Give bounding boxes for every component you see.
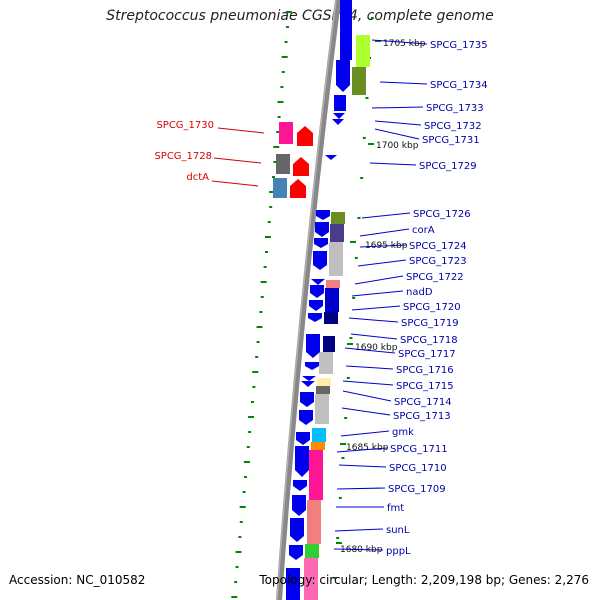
left-gene-labels: SPCG_1730 SPCG_1728 dctA: [154, 120, 265, 187]
leader-line: [371, 39, 428, 45]
scale-label-1685: 1685 kbp: [346, 443, 389, 453]
leader-line: [217, 127, 265, 134]
leader-line: [351, 290, 404, 297]
leader-line: [345, 365, 394, 370]
leader-line: [336, 447, 388, 453]
gene-label[interactable]: corA: [412, 225, 435, 236]
gene-label[interactable]: SPCG_1724: [409, 241, 467, 252]
reverse-genes: [273, 122, 313, 198]
gene-label[interactable]: SPCG_1728: [154, 151, 212, 162]
leader-line: [348, 317, 399, 323]
genome-summary: Topology: circular; Length: 2,209,198 bp…: [259, 573, 589, 587]
gene-label[interactable]: SPCG_1718: [400, 335, 458, 346]
gene-label[interactable]: SPCG_1734: [430, 80, 488, 91]
accession-label: Accession: NC_010582: [9, 573, 146, 587]
leader-line: [354, 275, 404, 285]
leader-line: [341, 407, 391, 416]
leader-line: [359, 228, 410, 237]
scale-label-1690: 1690 kbp: [355, 343, 398, 353]
genome-title: Streptococcus pneumoniae CGSP14, complet…: [106, 8, 494, 24]
gene-label[interactable]: SPCG_1711: [390, 444, 448, 455]
gene-label[interactable]: pppL: [386, 546, 411, 557]
feature-track: [304, 35, 370, 600]
gene-label[interactable]: SPCG_1735: [430, 40, 488, 51]
leader-line: [211, 180, 259, 187]
genome-backbone: [276, 0, 341, 600]
gene-label[interactable]: nadD: [406, 287, 433, 298]
gene-label[interactable]: SPCG_1710: [389, 463, 447, 474]
gene-label[interactable]: SPCG_1731: [422, 135, 480, 146]
gene-label[interactable]: gmk: [392, 427, 414, 438]
leader-line: [333, 548, 384, 551]
gene-label[interactable]: SPCG_1715: [396, 381, 454, 392]
gene-label[interactable]: SPCG_1709: [388, 484, 446, 495]
leader-line: [351, 305, 401, 311]
gene-label[interactable]: dctA: [186, 172, 209, 183]
leader-line: [336, 487, 386, 490]
leader-line: [379, 81, 428, 85]
leader-line: [342, 380, 394, 386]
gene-label[interactable]: SPCG_1716: [396, 365, 454, 376]
gene-label[interactable]: SPCG_1720: [403, 302, 461, 313]
leader-line: [338, 464, 387, 468]
gene-label[interactable]: SPCG_1723: [409, 256, 467, 267]
leader-line: [342, 390, 392, 402]
gene-label[interactable]: SPCG_1729: [419, 161, 477, 172]
leader-line: [344, 347, 396, 354]
gene-label[interactable]: SPCG_1719: [401, 318, 459, 329]
gene-label[interactable]: SPCG_1726: [413, 209, 471, 220]
gc-content-ticks: [231, 11, 374, 598]
scale-label-1705: 1705 kbp: [383, 39, 426, 49]
leader-line: [361, 212, 411, 219]
leader-line: [213, 157, 262, 164]
leader-line: [357, 259, 407, 267]
gene-label[interactable]: SPCG_1717: [398, 349, 456, 360]
leader-line: [369, 162, 417, 166]
gene-label[interactable]: SPCG_1714: [394, 397, 452, 408]
gene-label[interactable]: fmt: [387, 503, 404, 514]
forward-genes: [286, 0, 352, 600]
gene-label[interactable]: SPCG_1713: [393, 411, 451, 422]
gene-label[interactable]: SPCG_1722: [406, 272, 464, 283]
leader-line: [340, 430, 390, 437]
leader-line: [371, 106, 424, 109]
gene-label[interactable]: sunL: [386, 525, 410, 536]
leader-line: [374, 128, 420, 140]
leader-line: [374, 120, 422, 126]
leader-line: [350, 333, 398, 340]
gene-label[interactable]: SPCG_1733: [426, 103, 484, 114]
right-gene-labels: SPCG_1735 SPCG_1734 SPCG_1733 SPCG_1732 SPCG…: [333, 39, 488, 557]
gene-label[interactable]: SPCG_1732: [424, 121, 482, 132]
leader-line: [359, 244, 407, 248]
gene-label[interactable]: SPCG_1730: [156, 120, 214, 131]
scale-label-1700: 1700 kbp: [376, 141, 419, 151]
leader-line: [334, 528, 384, 532]
